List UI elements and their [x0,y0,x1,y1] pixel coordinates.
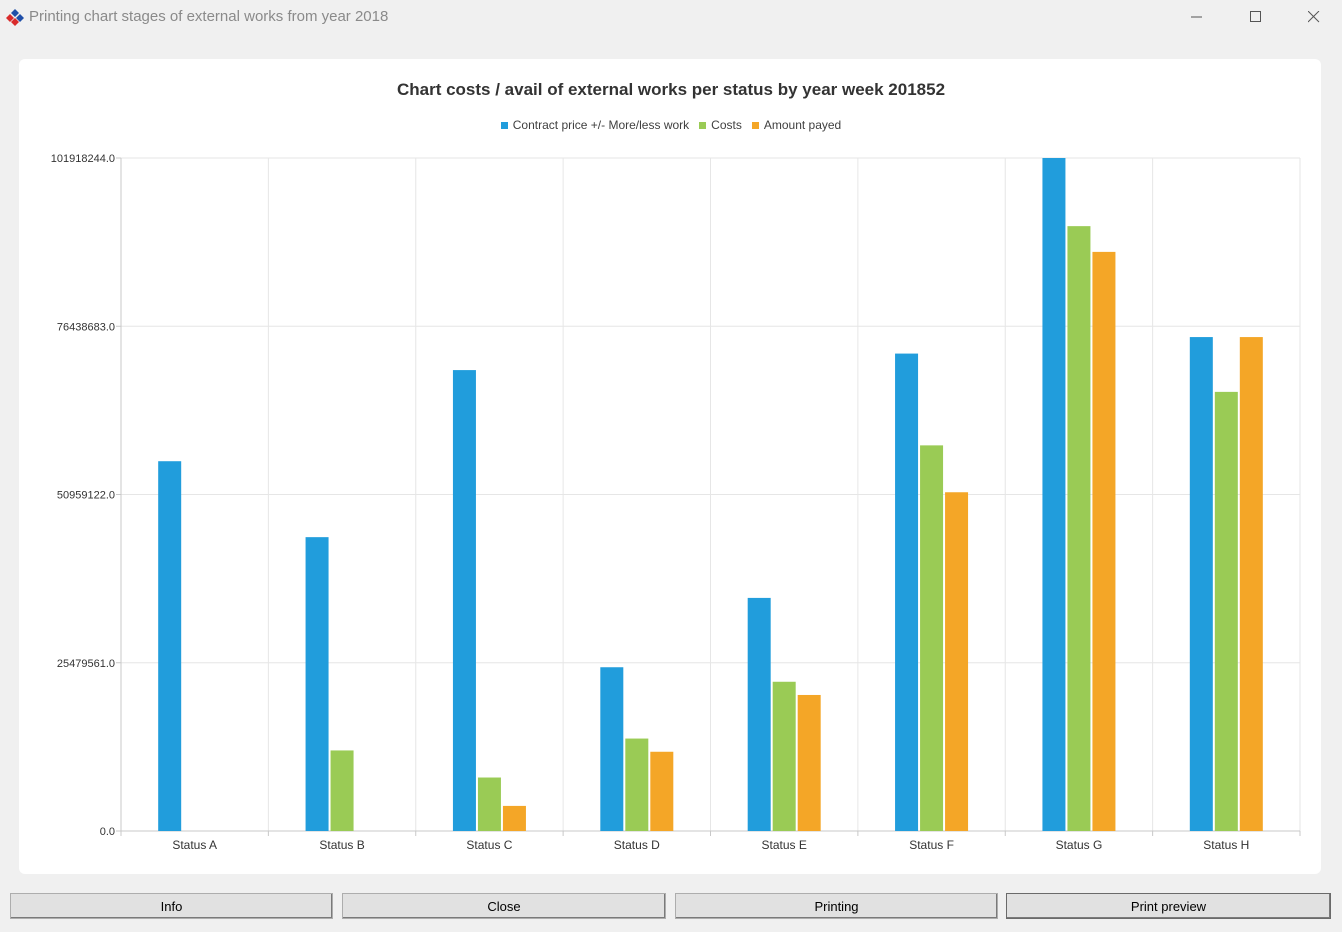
bar [920,445,944,831]
y-tick-label: 101918244.0 [51,153,115,165]
bar [1189,337,1213,831]
window-title: Printing chart stages of external works … [29,8,389,25]
x-tick-label: Status D [614,838,660,852]
maximize-button[interactable] [1227,0,1285,34]
x-tick-label: Status F [909,838,954,852]
bar [502,805,526,831]
x-tick-label: Status H [1203,838,1249,852]
y-tick-label: 76438683.0 [57,321,115,333]
legend-label-costs: Costs [711,118,742,132]
bar-chart: 101918244.0 76438683.0 50959122.0 25479561.… [51,153,1301,852]
legend-item-payed: Amount payed [751,118,842,132]
bar [330,750,354,831]
bar [797,694,821,831]
legend-swatch-costs [699,121,707,129]
x-tick-label: Status E [762,838,807,852]
bar [1042,158,1066,831]
printing-button[interactable]: Printing [675,893,998,919]
legend-label-contract: Contract price +/- More/less work [512,118,690,132]
y-tick-label: 0.0 [100,826,115,838]
maximize-icon [1250,11,1261,22]
x-tick-label: Status G [1056,838,1103,852]
bar [625,738,649,831]
bar [772,681,796,831]
legend-swatch-contract [500,121,508,129]
bar [1067,226,1091,832]
bar [945,492,969,831]
bar [747,597,771,831]
bar [158,461,182,831]
bar [1214,391,1238,831]
y-tick-label: 50959122.0 [57,490,115,502]
close-icon [1308,11,1320,23]
bar [305,537,329,831]
x-tick-label: Status C [466,838,512,852]
bar [452,370,476,831]
close-button[interactable]: Close [342,893,666,919]
bar [1239,337,1263,831]
y-tick-label: 25479561.0 [57,658,115,670]
minimize-icon [1191,16,1202,18]
legend-item-contract: Contract price +/- More/less work [500,118,690,132]
bar [477,777,501,831]
minimize-button[interactable] [1168,0,1226,34]
print-preview-button[interactable]: Print preview [1006,893,1331,919]
info-button[interactable]: Info [10,893,333,919]
legend-label-payed: Amount payed [763,118,842,132]
chart-panel: 101918244.0 76438683.0 50959122.0 25479561.… [19,59,1321,874]
chart-title: Chart costs / avail of external works pe… [396,80,946,99]
bar [650,751,674,831]
close-window-button[interactable] [1285,0,1342,34]
chart-legend: Contract price +/- More/less work Costs … [0,118,1342,132]
legend-item-costs: Costs [699,118,742,132]
bar [1092,251,1116,831]
bar [895,353,919,831]
title-bar: Printing chart stages of external works … [0,0,1342,34]
legend-swatch-payed [751,121,759,129]
x-tick-label: Status A [172,838,217,852]
app-logo-icon [6,9,24,26]
bar [600,667,624,831]
x-tick-label: Status B [319,838,364,852]
